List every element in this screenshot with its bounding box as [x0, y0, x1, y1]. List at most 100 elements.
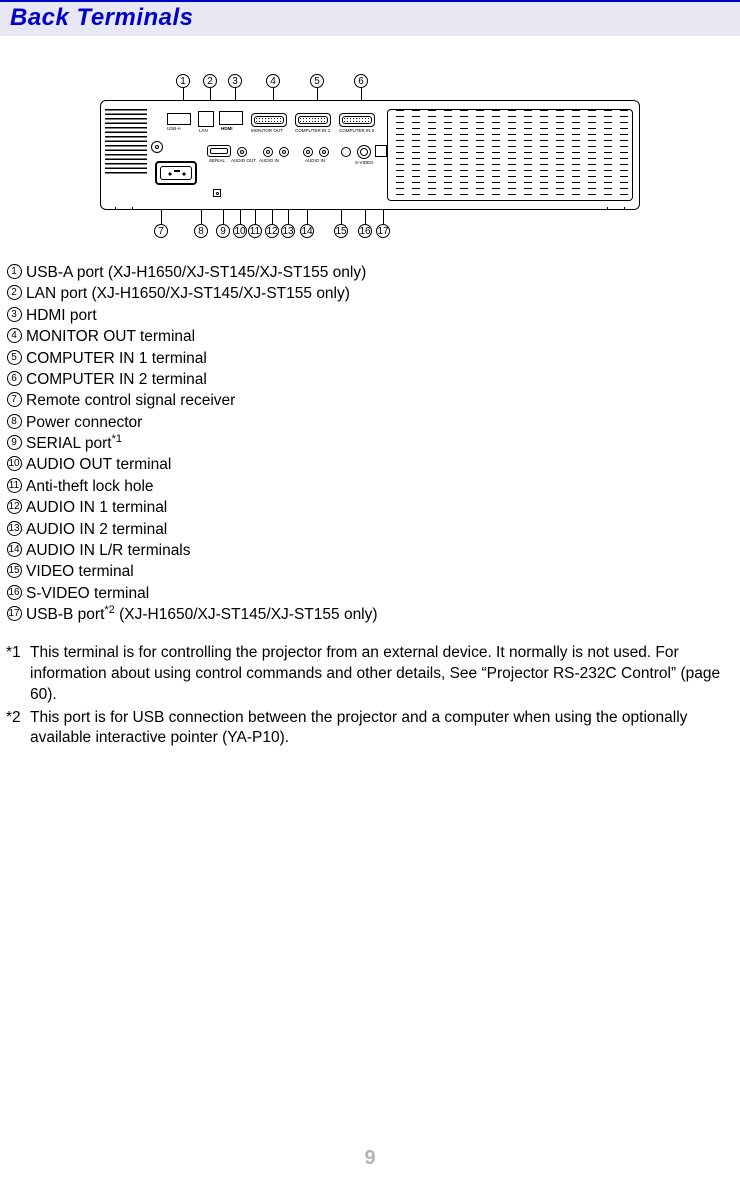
audio-in-r-jack	[319, 147, 329, 157]
item-text: AUDIO OUT terminal	[22, 454, 171, 475]
item-text: MONITOR OUT terminal	[22, 326, 195, 347]
callout-num: 4	[266, 74, 280, 88]
port-label: S-VIDEO	[355, 160, 374, 165]
footnotes: *1This terminal is for controlling the p…	[0, 625, 740, 749]
list-item: 12AUDIO IN 1 terminal	[6, 497, 734, 518]
callout-num: 10	[233, 224, 247, 238]
vent-grill-right	[387, 109, 633, 201]
list-item: 3HDMI port	[6, 305, 734, 326]
diagram-area: 1 2 3 4 5 6 USB-A LAN HDMI MONITOR OUT C…	[0, 36, 740, 250]
item-marker: 17	[6, 606, 22, 622]
item-text: HDMI port	[22, 305, 97, 326]
item-text: USB-A port (XJ-H1650/XJ-ST145/XJ-ST155 o…	[22, 262, 366, 283]
list-item: 4MONITOR OUT terminal	[6, 326, 734, 347]
section-header: Back Terminals	[0, 0, 740, 36]
list-item: 1USB-A port (XJ-H1650/XJ-ST145/XJ-ST155 …	[6, 262, 734, 283]
item-marker: 16	[6, 585, 22, 601]
item-marker: 4	[6, 328, 22, 344]
item-marker: 2	[6, 285, 22, 301]
port-label: COMPUTER IN 2	[339, 128, 374, 133]
item-marker: 8	[6, 414, 22, 430]
list-item: 17USB-B port*2 (XJ-H1650/XJ-ST145/XJ-ST1…	[6, 604, 734, 625]
port-label: SERIAL	[209, 158, 225, 163]
hdmi-port	[219, 111, 243, 125]
back-terminals-diagram: 1 2 3 4 5 6 USB-A LAN HDMI MONITOR OUT C…	[100, 74, 640, 240]
usb-a-port	[167, 113, 191, 125]
audio-in-1-jack	[263, 147, 273, 157]
list-item: 6COMPUTER IN 2 terminal	[6, 369, 734, 390]
vent-grill-left	[105, 109, 147, 175]
callout-num: 5	[310, 74, 324, 88]
monitor-out-port	[251, 113, 287, 127]
port-label: AUDIO IN	[305, 158, 325, 163]
item-text: COMPUTER IN 2 terminal	[22, 369, 207, 390]
rear-panel: USB-A LAN HDMI MONITOR OUT COMPUTER IN 1…	[100, 100, 640, 210]
item-marker: 5	[6, 350, 22, 366]
item-text: LAN port (XJ-H1650/XJ-ST145/XJ-ST155 onl…	[22, 283, 350, 304]
callout-num: 8	[194, 224, 208, 238]
footnote-text: This terminal is for controlling the pro…	[30, 643, 734, 705]
footnote-key: *2	[6, 708, 30, 750]
item-superscript: *2	[104, 604, 114, 616]
list-item: 13AUDIO IN 2 terminal	[6, 519, 734, 540]
power-connector	[155, 161, 197, 185]
item-text: S-VIDEO terminal	[22, 583, 149, 604]
item-marker: 9	[6, 435, 22, 451]
callout-num: 11	[248, 224, 262, 238]
list-item: 2LAN port (XJ-H1650/XJ-ST145/XJ-ST155 on…	[6, 283, 734, 304]
callout-num: 7	[154, 224, 168, 238]
callout-num: 16	[358, 224, 372, 238]
callout-num: 1	[176, 74, 190, 88]
video-jack	[341, 147, 351, 157]
item-text: AUDIO IN 2 terminal	[22, 519, 167, 540]
port-label: LAN	[199, 128, 208, 133]
callout-num: 2	[203, 74, 217, 88]
item-text: Power connector	[22, 412, 142, 433]
callout-num: 14	[300, 224, 314, 238]
callout-num: 9	[216, 224, 230, 238]
callouts-bottom: 7 8 9 10 11 12 13 14 15 16 17	[100, 210, 640, 240]
item-marker: 3	[6, 307, 22, 323]
item-marker: 10	[6, 456, 22, 472]
callouts-top: 1 2 3 4 5 6	[100, 74, 640, 100]
port-label: USB-A	[167, 126, 181, 131]
port-label: AUDIO OUT	[231, 158, 256, 163]
serial-port	[207, 145, 231, 157]
list-item: 5COMPUTER IN 1 terminal	[6, 348, 734, 369]
computer-in-2-port	[339, 113, 375, 127]
section-title: Back Terminals	[10, 4, 730, 32]
item-superscript: *1	[112, 433, 122, 445]
remote-signal-receiver	[151, 141, 163, 153]
list-item: 15VIDEO terminal	[6, 561, 734, 582]
list-item: 11Anti-theft lock hole	[6, 476, 734, 497]
list-item: 8Power connector	[6, 412, 734, 433]
item-text: Remote control signal receiver	[22, 390, 235, 411]
list-item: 10AUDIO OUT terminal	[6, 454, 734, 475]
lan-port	[198, 111, 214, 127]
anti-theft-lock-hole	[213, 189, 221, 197]
item-text: USB-B port*2 (XJ-H1650/XJ-ST145/XJ-ST155…	[22, 604, 378, 625]
callout-num: 12	[265, 224, 279, 238]
item-marker: 6	[6, 371, 22, 387]
item-marker: 7	[6, 392, 22, 408]
footnote-text: This port is for USB connection between …	[30, 708, 734, 750]
list-item: 14AUDIO IN L/R terminals	[6, 540, 734, 561]
item-text: COMPUTER IN 1 terminal	[22, 348, 207, 369]
page-number: 9	[0, 1147, 740, 1170]
list-item: 16S-VIDEO terminal	[6, 583, 734, 604]
item-marker: 1	[6, 264, 22, 280]
item-text: AUDIO IN 1 terminal	[22, 497, 167, 518]
callout-num: 3	[228, 74, 242, 88]
footnote: *2This port is for USB connection betwee…	[6, 708, 734, 750]
item-text: AUDIO IN L/R terminals	[22, 540, 191, 561]
terminal-list: 1USB-A port (XJ-H1650/XJ-ST145/XJ-ST155 …	[0, 250, 740, 625]
callout-num: 17	[376, 224, 390, 238]
s-video-port	[357, 145, 371, 159]
item-text: VIDEO terminal	[22, 561, 134, 582]
list-item: 7Remote control signal receiver	[6, 390, 734, 411]
audio-in-l-jack	[303, 147, 313, 157]
item-marker: 15	[6, 563, 22, 579]
port-label: MONITOR OUT	[251, 128, 283, 133]
footnote-key: *1	[6, 643, 30, 705]
port-label: AUDIO IN	[259, 158, 279, 163]
